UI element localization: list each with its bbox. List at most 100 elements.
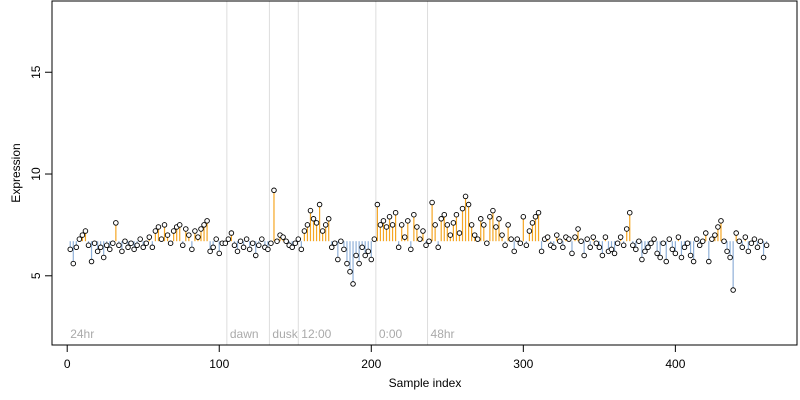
data-point (377, 222, 384, 228)
data-point (438, 216, 444, 222)
data-point (666, 236, 673, 242)
phase-label: 24hr (70, 327, 94, 341)
data-point (520, 214, 527, 220)
data-point (292, 240, 299, 246)
x-tick-label: 300 (513, 357, 533, 371)
data-point (359, 244, 365, 251)
data-point (757, 238, 764, 244)
data-point (395, 244, 402, 251)
data-point (745, 248, 752, 255)
x-axis: 0 100 200 300 400 (64, 344, 686, 371)
data-point (636, 238, 642, 244)
data-point (754, 244, 761, 251)
data-point (481, 222, 487, 228)
phase-label: dawn (230, 327, 259, 341)
data-point (523, 242, 530, 249)
phase-labels: 24hr dawn dusk 12:00 0:00 48hr (70, 327, 454, 341)
data-point (712, 232, 718, 238)
data-point (554, 232, 560, 238)
data-point (474, 236, 481, 242)
data-point (329, 244, 335, 251)
data-point (335, 256, 341, 263)
data-point (283, 238, 289, 244)
x-tick-label: 100 (209, 357, 229, 371)
data-point (703, 230, 709, 236)
x-axis-title: Sample index (389, 376, 462, 390)
data-point (243, 236, 250, 242)
data-point (265, 246, 271, 253)
data-point (693, 236, 700, 242)
data-point (386, 214, 393, 220)
data-point (487, 214, 493, 220)
data-point (709, 236, 715, 242)
data-point (423, 242, 429, 249)
data-point (690, 258, 697, 265)
data-point (155, 224, 162, 230)
data-point (602, 234, 609, 240)
plot-frame (51, 0, 798, 346)
data-point (259, 236, 265, 242)
data-point (608, 246, 615, 253)
phase-label: 12:00 (301, 327, 331, 341)
data-point (347, 268, 353, 275)
data-point (143, 240, 150, 246)
data-point (681, 244, 688, 251)
data-point (581, 252, 587, 259)
data-point (325, 216, 332, 222)
data-point (648, 240, 654, 246)
data-point (733, 230, 739, 236)
data-point (511, 248, 517, 255)
data-point (578, 238, 584, 244)
data-point (119, 248, 125, 255)
data-point (429, 199, 435, 206)
data-point (639, 256, 645, 263)
data-point (538, 248, 545, 255)
data-point (566, 236, 572, 242)
data-point (97, 244, 104, 251)
data-point (186, 232, 192, 238)
data-point (684, 240, 691, 246)
data-point (496, 216, 502, 222)
data-point (657, 254, 663, 261)
data-point (380, 218, 387, 224)
data-point (210, 244, 216, 251)
y-axis: 5 10 15 (29, 65, 53, 279)
data-point (289, 244, 295, 251)
data-point (392, 209, 399, 216)
data-point (468, 222, 475, 228)
data-point (341, 246, 347, 253)
data-point (225, 236, 232, 242)
data-point (122, 238, 128, 244)
data-point (268, 240, 274, 246)
data-point (137, 236, 143, 242)
data-point (550, 244, 557, 251)
data-point (417, 236, 423, 242)
data-point (374, 201, 381, 208)
data-point (584, 236, 590, 242)
data-point (180, 242, 186, 249)
data-point (110, 240, 116, 246)
data-point (499, 232, 505, 238)
data-point (240, 244, 247, 251)
data-point (508, 236, 514, 242)
data-point (596, 244, 603, 251)
data-point (614, 240, 621, 246)
data-point (350, 281, 356, 287)
data-point (73, 244, 80, 251)
phase-lines (226, 1, 429, 345)
data-point (301, 228, 308, 234)
data-point (167, 240, 174, 246)
data-point (237, 238, 244, 244)
y-tick-label: 10 (29, 167, 43, 181)
data-point (271, 187, 277, 194)
data-point (234, 248, 241, 255)
data-point (730, 287, 736, 293)
data-point (389, 222, 396, 228)
data-point (228, 230, 235, 236)
data-point (356, 260, 362, 267)
data-point (198, 226, 204, 232)
data-point (654, 250, 660, 257)
data-point (642, 248, 648, 255)
data-point (411, 211, 417, 218)
x-tick-label: 400 (665, 357, 685, 371)
